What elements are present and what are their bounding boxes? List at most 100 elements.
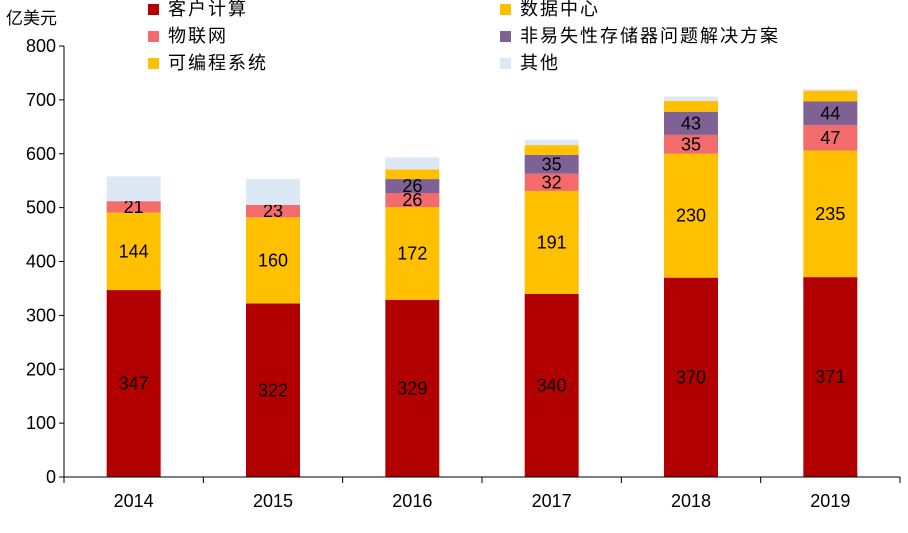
bar-segment (106, 176, 161, 202)
bar-segment (803, 150, 858, 278)
legend-swatch (500, 58, 511, 69)
bar-segment (246, 217, 300, 304)
bar-segment (385, 193, 440, 208)
bar-segment (803, 277, 858, 477)
x-axis: 2014 2015 2016 2017 2018 2019 (63, 476, 901, 511)
data-label: 26 (402, 190, 422, 210)
legend-swatch (148, 58, 159, 69)
bar-segment (664, 96, 718, 101)
bar-segment (385, 179, 440, 194)
bar-segment (803, 90, 858, 102)
data-label: 329 (397, 378, 427, 398)
legend-label: 客户计算 (168, 0, 248, 19)
bar-segment (106, 290, 161, 477)
legend-label: 其他 (520, 53, 560, 73)
bar-segment (524, 139, 579, 146)
bar-segment (385, 169, 440, 180)
data-label: 191 (537, 232, 567, 252)
bars: 3471442132216023329172262634019132353702… (106, 89, 858, 477)
bar-segment (246, 204, 300, 218)
data-label: 21 (124, 197, 144, 217)
bar-segment (106, 201, 161, 213)
data-label: 47 (820, 128, 840, 148)
data-label: 43 (681, 113, 701, 133)
bar-stack-2014: 347 144 21 (106, 176, 161, 477)
legend-item: 数据中心 (500, 0, 600, 19)
bar-segment (385, 157, 440, 170)
data-label: 230 (676, 206, 706, 226)
legend-swatch (500, 31, 511, 42)
bar-segment (664, 100, 718, 112)
y-tick-label: 500 (26, 198, 56, 218)
bar-segment (524, 293, 579, 477)
legend-label: 物联网 (168, 26, 228, 46)
bar-stack-2019: 371 235 47 44 (803, 89, 858, 477)
data-label: 35 (542, 154, 562, 174)
bar-segment (803, 101, 858, 126)
legend-item: 非易失性存储器问题解决方案 (500, 26, 780, 46)
x-tick-label: 2016 (392, 491, 432, 511)
legend-item: 物联网 (148, 26, 228, 46)
data-label: 44 (820, 103, 840, 123)
data-label: 340 (537, 375, 567, 395)
bar-stack-2015: 322 160 23 (246, 179, 300, 477)
y-axis-unit-label: 亿美元 (6, 9, 57, 28)
bar-segment (524, 173, 579, 191)
data-label: 370 (676, 367, 706, 387)
data-label: 235 (815, 204, 845, 224)
data-label: 26 (402, 176, 422, 196)
legend-swatch (500, 4, 511, 15)
bar-segment (385, 207, 440, 300)
y-axis: 0 100 200 300 400 500 600 700 800 (26, 36, 65, 487)
bar-segment (106, 212, 161, 291)
data-label: 322 (258, 380, 288, 400)
bar-segment (385, 299, 440, 477)
y-tick-label: 700 (26, 90, 56, 110)
x-tick-label: 2014 (114, 491, 154, 511)
legend-label: 非易失性存储器问题解决方案 (520, 26, 780, 46)
legend-label: 数据中心 (520, 0, 600, 19)
y-tick-label: 200 (26, 359, 56, 379)
x-tick-label: 2017 (532, 491, 572, 511)
data-label: 371 (815, 367, 845, 387)
data-label: 32 (542, 172, 562, 192)
bar-segment (803, 89, 858, 91)
legend-swatch (148, 4, 159, 15)
y-tick-label: 600 (26, 144, 56, 164)
bar-segment (524, 145, 579, 155)
legend-label: 可编程系统 (168, 53, 268, 73)
data-label: 347 (119, 374, 149, 394)
legend-item: 客户计算 (148, 0, 248, 19)
y-tick-label: 300 (26, 305, 56, 325)
legend-item: 其他 (500, 53, 560, 73)
y-tick-label: 800 (26, 36, 56, 56)
bar-segment (664, 153, 718, 278)
bar-segment (664, 134, 718, 154)
bar-segment (524, 154, 579, 174)
legend-item: 可编程系统 (148, 53, 268, 73)
bar-segment (246, 179, 300, 205)
y-tick-label: 400 (26, 252, 56, 272)
data-label: 172 (397, 243, 427, 263)
y-tick-label: 100 (26, 413, 56, 433)
bar-segment (803, 125, 858, 151)
data-label: 144 (119, 241, 149, 261)
x-tick-label: 2019 (810, 491, 850, 511)
data-label: 35 (681, 134, 701, 154)
bar-segment (664, 277, 718, 477)
bar-segment (664, 111, 718, 135)
data-label: 160 (258, 250, 288, 270)
x-tick-label: 2015 (253, 491, 293, 511)
x-tick-label: 2018 (671, 491, 711, 511)
legend-swatch (148, 31, 159, 42)
y-tick-label: 0 (46, 467, 56, 487)
data-label: 23 (263, 201, 283, 221)
bar-segment (246, 303, 300, 477)
bar-segment (524, 190, 579, 294)
